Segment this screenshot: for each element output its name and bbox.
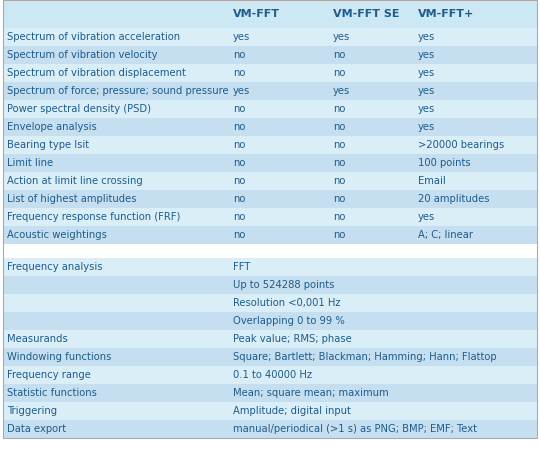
Text: 0.1 to 40000 Hz: 0.1 to 40000 Hz bbox=[233, 370, 312, 380]
Text: Up to 524288 points: Up to 524288 points bbox=[233, 280, 334, 290]
Text: yes: yes bbox=[418, 104, 435, 114]
Text: 100 points: 100 points bbox=[418, 158, 471, 168]
Text: Email: Email bbox=[418, 176, 446, 186]
Bar bbox=[3, 244, 537, 258]
Text: no: no bbox=[233, 68, 245, 78]
Text: no: no bbox=[233, 212, 245, 222]
Text: Mean; square mean; maximum: Mean; square mean; maximum bbox=[233, 388, 389, 398]
Text: yes: yes bbox=[418, 86, 435, 96]
Text: no: no bbox=[333, 230, 346, 240]
Text: yes: yes bbox=[233, 32, 250, 42]
Bar bbox=[3, 154, 537, 172]
Text: no: no bbox=[333, 68, 346, 78]
Text: no: no bbox=[233, 122, 245, 132]
Bar bbox=[3, 136, 537, 154]
Text: Power spectral density (PSD): Power spectral density (PSD) bbox=[7, 104, 151, 114]
Bar bbox=[3, 172, 537, 190]
Bar bbox=[3, 28, 537, 46]
Text: Peak value; RMS; phase: Peak value; RMS; phase bbox=[233, 334, 352, 344]
Text: Statistic functions: Statistic functions bbox=[7, 388, 97, 398]
Bar bbox=[3, 118, 537, 136]
Text: Limit line: Limit line bbox=[7, 158, 53, 168]
Text: VM-FFT: VM-FFT bbox=[233, 9, 280, 19]
Bar bbox=[3, 348, 537, 366]
Bar bbox=[3, 46, 537, 64]
Text: no: no bbox=[333, 50, 346, 60]
Text: >20000 bearings: >20000 bearings bbox=[418, 140, 504, 150]
Bar bbox=[3, 100, 537, 118]
Text: Spectrum of vibration displacement: Spectrum of vibration displacement bbox=[7, 68, 186, 78]
Bar bbox=[3, 276, 537, 294]
Text: Bearing type lsit: Bearing type lsit bbox=[7, 140, 89, 150]
Text: manual/periodical (>1 s) as PNG; BMP; EMF; Text: manual/periodical (>1 s) as PNG; BMP; EM… bbox=[233, 424, 477, 434]
Text: Spectrum of force; pressure; sound pressure: Spectrum of force; pressure; sound press… bbox=[7, 86, 228, 96]
Text: no: no bbox=[333, 158, 346, 168]
Text: Frequency response function (FRF): Frequency response function (FRF) bbox=[7, 212, 180, 222]
Text: yes: yes bbox=[418, 50, 435, 60]
Text: no: no bbox=[233, 140, 245, 150]
Text: no: no bbox=[233, 50, 245, 60]
Bar bbox=[3, 420, 537, 438]
Text: no: no bbox=[333, 212, 346, 222]
Text: A; C; linear: A; C; linear bbox=[418, 230, 473, 240]
Text: Triggering: Triggering bbox=[7, 406, 57, 416]
Text: yes: yes bbox=[418, 68, 435, 78]
Text: 20 amplitudes: 20 amplitudes bbox=[418, 194, 489, 204]
Bar bbox=[3, 384, 537, 402]
Text: no: no bbox=[233, 176, 245, 186]
Text: yes: yes bbox=[418, 212, 435, 222]
Bar bbox=[3, 0, 537, 28]
Bar bbox=[3, 64, 537, 82]
Text: Windowing functions: Windowing functions bbox=[7, 352, 111, 362]
Text: List of highest amplitudes: List of highest amplitudes bbox=[7, 194, 137, 204]
Text: yes: yes bbox=[333, 86, 350, 96]
Bar bbox=[3, 438, 537, 461]
Text: Acoustic weightings: Acoustic weightings bbox=[7, 230, 107, 240]
Bar bbox=[3, 226, 537, 244]
Text: Spectrum of vibration velocity: Spectrum of vibration velocity bbox=[7, 50, 158, 60]
Text: yes: yes bbox=[418, 122, 435, 132]
Bar bbox=[3, 312, 537, 330]
Text: yes: yes bbox=[233, 86, 250, 96]
Bar bbox=[3, 330, 537, 348]
Text: no: no bbox=[333, 104, 346, 114]
Text: VM-FFT+: VM-FFT+ bbox=[418, 9, 474, 19]
Text: Envelope analysis: Envelope analysis bbox=[7, 122, 97, 132]
Text: Overlapping 0 to 99 %: Overlapping 0 to 99 % bbox=[233, 316, 345, 326]
Text: no: no bbox=[333, 194, 346, 204]
Bar bbox=[3, 258, 537, 276]
Text: no: no bbox=[333, 140, 346, 150]
Bar bbox=[3, 366, 537, 384]
Text: Frequency range: Frequency range bbox=[7, 370, 91, 380]
Text: Frequency analysis: Frequency analysis bbox=[7, 262, 103, 272]
Text: no: no bbox=[333, 176, 346, 186]
Bar bbox=[3, 208, 537, 226]
Text: Data export: Data export bbox=[7, 424, 66, 434]
Text: yes: yes bbox=[418, 32, 435, 42]
Text: VM-FFT SE: VM-FFT SE bbox=[333, 9, 400, 19]
Text: Action at limit line crossing: Action at limit line crossing bbox=[7, 176, 143, 186]
Text: Amplitude; digital input: Amplitude; digital input bbox=[233, 406, 351, 416]
Text: Measurands: Measurands bbox=[7, 334, 68, 344]
Bar bbox=[3, 294, 537, 312]
Text: no: no bbox=[333, 122, 346, 132]
Text: no: no bbox=[233, 230, 245, 240]
Text: Spectrum of vibration acceleration: Spectrum of vibration acceleration bbox=[7, 32, 180, 42]
Text: yes: yes bbox=[333, 32, 350, 42]
Text: FFT: FFT bbox=[233, 262, 251, 272]
Text: no: no bbox=[233, 158, 245, 168]
Bar bbox=[3, 402, 537, 420]
Text: Square; Bartlett; Blackman; Hamming; Hann; Flattop: Square; Bartlett; Blackman; Hamming; Han… bbox=[233, 352, 497, 362]
Bar bbox=[3, 190, 537, 208]
Text: no: no bbox=[233, 104, 245, 114]
Text: Resolution <0,001 Hz: Resolution <0,001 Hz bbox=[233, 298, 341, 308]
Bar bbox=[3, 82, 537, 100]
Text: no: no bbox=[233, 194, 245, 204]
